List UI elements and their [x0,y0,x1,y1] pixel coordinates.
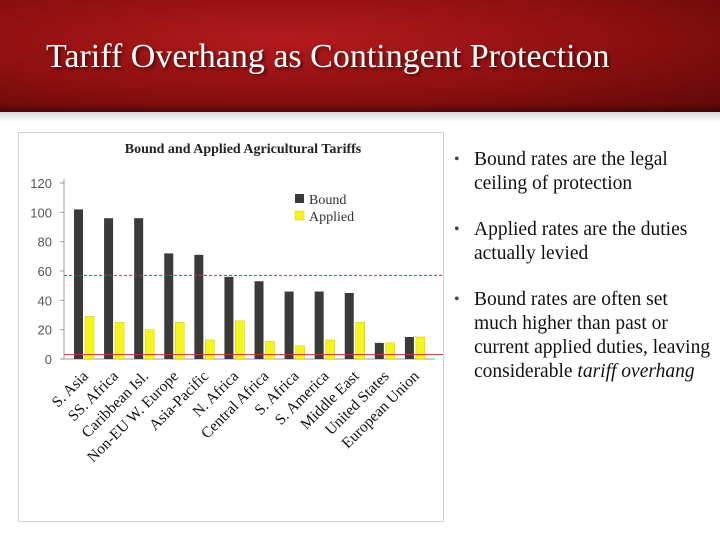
bound-bar [104,218,114,359]
bullet-list: • Bound rates are the legal ceiling of pr… [448,148,716,406]
legend-label: Bound [309,193,346,208]
applied-bar [235,320,245,360]
bullet-icon: • [454,291,460,308]
bound-bar [404,337,414,359]
y-tick-label: 20 [38,323,52,338]
applied-bar [385,342,396,360]
bullet-icon: • [454,221,460,238]
y-tick-label: 120 [30,176,52,191]
bound-bar [224,276,234,359]
y-tick-label: 40 [38,293,52,308]
bound-bar [374,342,384,359]
bullet-icon: • [454,151,460,168]
bound-bar [284,291,294,359]
applied-bar [205,339,215,360]
bullet-text: Bound rates are often set much higher th… [474,289,711,382]
bound-bar [134,218,144,359]
bar-chart: Bound and Applied Agricultural Tariffs 0… [30,142,443,466]
applied-bar [114,322,125,360]
bound-bar [74,209,83,359]
applied-bar [175,322,185,360]
bullet-text: Applied rates are the duties actually le… [474,219,688,264]
legend-swatch [295,194,304,203]
bound-bar [344,293,354,359]
bullet-item: • Applied rates are the duties actually l… [448,218,716,266]
applied-bar [325,339,335,360]
slide-header: Tariff Overhang as Contingent Protection [0,0,720,112]
applied-bar [84,316,95,360]
y-tick-label: 80 [38,235,52,250]
y-tick-label: 60 [38,264,52,279]
bullet-item: • Bound rates are the legal ceiling of pr… [448,148,716,196]
applied-bar [355,322,365,360]
bullet-item: • Bound rates are often set much higher t… [448,288,716,384]
bound-bar [314,291,324,359]
applied-bar [415,336,426,360]
applied-bar [295,345,305,360]
applied-bar [144,329,155,360]
legend-label: Applied [309,210,354,225]
bound-bar [254,281,264,359]
chart-panel: Bound and Applied Agricultural Tariffs 0… [18,132,444,522]
bound-bar [164,253,174,359]
legend-swatch [294,210,305,221]
header-shadow [0,112,720,122]
y-tick-label: 0 [45,352,52,367]
chart-title: Bound and Applied Agricultural Tariffs [125,142,362,157]
applied-bar [265,341,275,360]
slide-title: Tariff Overhang as Contingent Protection [46,38,610,75]
bullet-emphasis: tariff overhang [577,361,695,382]
y-tick-label: 100 [30,205,52,220]
bound-bar [194,254,204,359]
bullet-text: Bound rates are the legal ceiling of pro… [474,149,668,194]
